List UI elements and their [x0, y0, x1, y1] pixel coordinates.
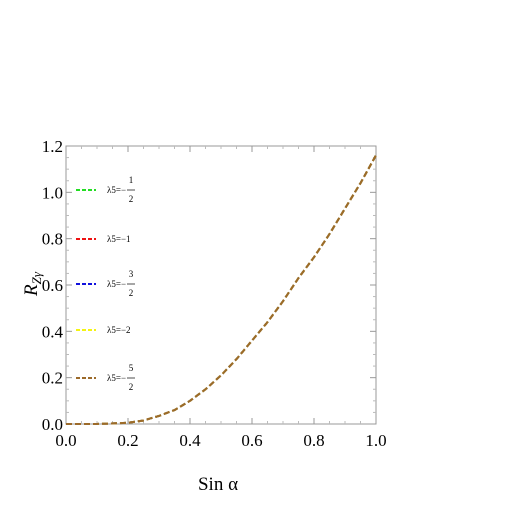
legend-label-5: λ5=−	[107, 373, 126, 383]
x-tick-label: 1.0	[365, 431, 386, 450]
series-line-2	[66, 154, 377, 425]
y-tick-label: 1.2	[42, 137, 63, 156]
y-axis-label-sub: Zγ	[29, 271, 44, 284]
series-line-3	[66, 154, 377, 425]
legend-fraction-den-3: 2	[129, 288, 134, 298]
x-tick-label: 0.0	[55, 431, 76, 450]
legend-label-3: λ5=−	[107, 279, 126, 289]
legend-fraction-den-1: 2	[129, 194, 134, 204]
x-tick-label: 0.4	[179, 431, 201, 450]
x-tick-label: 0.6	[241, 431, 262, 450]
y-axis-label: RZγ	[21, 271, 44, 297]
legend-fraction-num-1: 1	[129, 175, 134, 185]
y-tick-label: 1.0	[42, 183, 63, 202]
series-lines	[66, 154, 377, 425]
legend-fraction-num-3: 3	[129, 269, 134, 279]
series-line-5	[66, 154, 377, 425]
y-axis-label-main: R	[21, 284, 42, 297]
y-tick-label: 0.8	[42, 230, 63, 249]
x-tick-label: 0.2	[117, 431, 138, 450]
legend-label-2: λ5=−1	[107, 234, 131, 244]
legend-label-1: λ5=−	[107, 185, 126, 195]
y-tick-label: 0.6	[42, 276, 63, 295]
legend-fraction-num-5: 5	[129, 363, 134, 373]
axes: 0.0 0.2 0.4 0.6 0.8 1.0 0.0 0.2 0.4 0.6 0.8 1.0 1.2	[42, 137, 387, 450]
series-line-4	[66, 154, 377, 425]
y-tick-label: 0.2	[42, 369, 63, 388]
legend-fraction-den-5: 2	[129, 382, 134, 392]
x-tick-label: 0.8	[303, 431, 324, 450]
legend-label-4: λ5=−2	[107, 325, 131, 335]
y-tick-label: 0.4	[42, 322, 64, 341]
y-tick-label: 0.0	[42, 415, 63, 434]
series-line-1	[66, 154, 377, 425]
x-axis-label: Sin α	[198, 474, 238, 495]
